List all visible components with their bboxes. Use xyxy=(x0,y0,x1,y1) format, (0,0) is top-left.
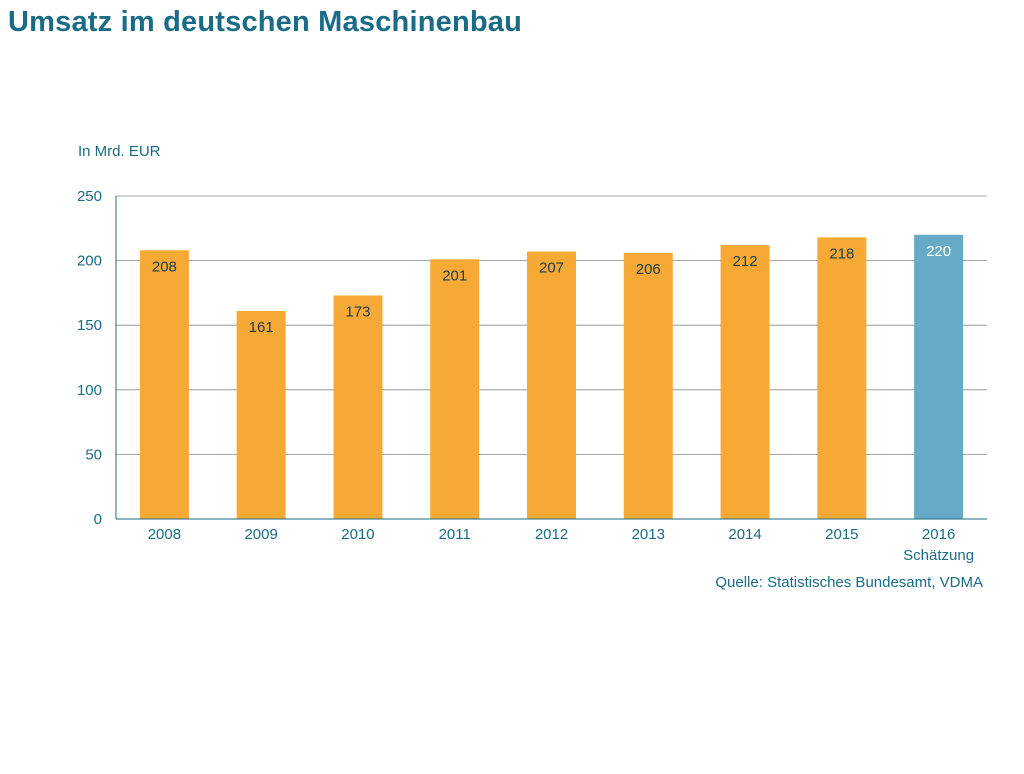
x-tick-label: 2014 xyxy=(728,526,761,543)
bar xyxy=(623,252,673,519)
bar xyxy=(333,295,383,519)
x-tick-label: 2009 xyxy=(244,526,277,543)
x-axis-ticks: 2008 2009 2010 2011 2012 2013 2014 2015 2016 Schä… xyxy=(148,526,974,564)
y-tick-label: 50 xyxy=(85,446,102,463)
bar-value-label: 212 xyxy=(733,253,758,270)
y-tick-label: 100 xyxy=(77,382,102,399)
x-tick-label: 2016 xyxy=(922,526,955,543)
bar xyxy=(817,237,867,519)
bar xyxy=(720,245,770,519)
y-tick-label: 250 xyxy=(77,188,102,205)
bar-value-label: 161 xyxy=(249,319,274,336)
x-tick-label: 2010 xyxy=(341,526,374,543)
x-tick-sublabel: Schätzung xyxy=(903,547,974,564)
x-tick-label: 2008 xyxy=(148,526,181,543)
bar xyxy=(527,251,576,519)
bar-value-label: 206 xyxy=(636,261,661,278)
bar-value-label: 201 xyxy=(442,267,467,284)
x-tick-label: 2012 xyxy=(535,526,568,543)
bar-value-label: 207 xyxy=(539,260,564,277)
x-tick-label: 2015 xyxy=(825,526,858,543)
bar-value-label: 220 xyxy=(926,243,951,260)
y-axis-label: In Mrd. EUR xyxy=(78,143,161,160)
bar xyxy=(236,310,286,519)
y-axis-ticks: 0 50 100 150 200 250 xyxy=(77,188,102,528)
x-tick-label: 2013 xyxy=(632,526,665,543)
y-tick-label: 0 xyxy=(94,511,102,528)
bar xyxy=(914,234,964,519)
y-tick-label: 200 xyxy=(77,253,102,270)
bar-value-label: 208 xyxy=(152,258,177,275)
y-tick-label: 150 xyxy=(77,317,102,334)
x-tick-label: 2011 xyxy=(439,526,471,543)
bar xyxy=(430,259,480,519)
page-title: Umsatz im deutschen Maschinenbau xyxy=(8,6,523,38)
bars: 208 161 173 201 207 206 212 218 220 xyxy=(139,234,964,519)
bar-value-label: 173 xyxy=(345,303,370,320)
source-note: Quelle: Statistisches Bundesamt, VDMA xyxy=(715,574,983,591)
bar xyxy=(139,250,189,519)
bar-value-label: 218 xyxy=(829,245,854,262)
